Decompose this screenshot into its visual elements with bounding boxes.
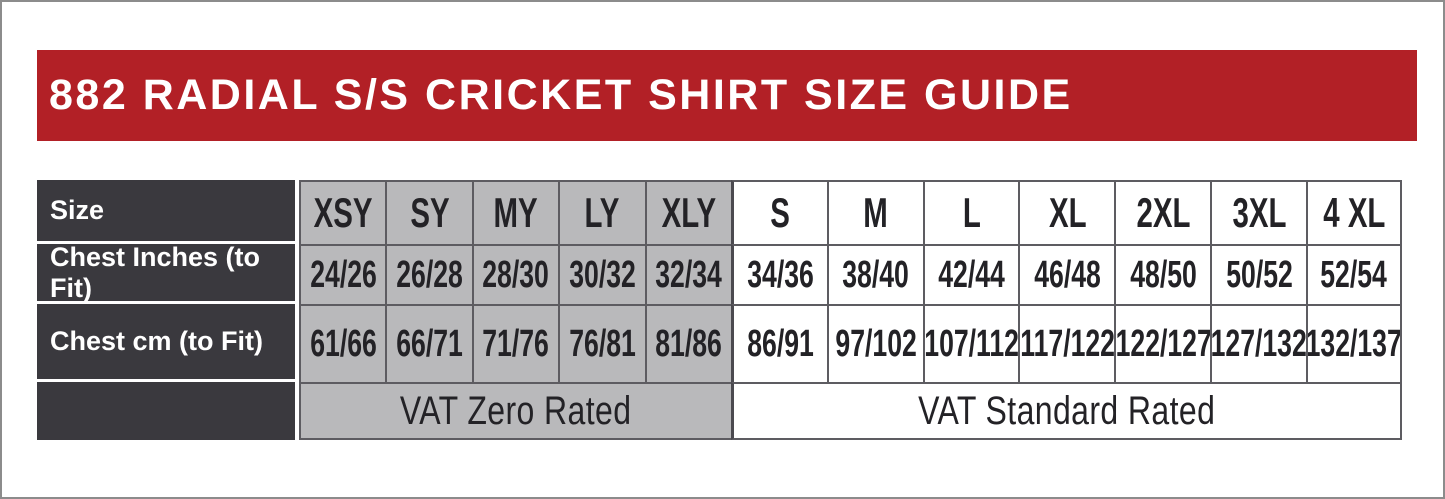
adult-size-header: S [730,180,827,244]
row-label-size: Size [37,180,295,244]
title-banner: 882 RADIAL S/S CRICKET SHIRT SIZE GUIDE [37,50,1417,141]
row-label-chest-cm: Chest cm (to Fit) [37,304,295,382]
youth-chest-cm-cell: 61/66 [299,304,386,382]
adult-chest-inches-cell: 42/44 [922,244,1019,304]
adult-chest-inches-cell: 50/52 [1210,244,1307,304]
column-gap [295,180,299,244]
youth-size-header: LY [558,180,645,244]
youth-size-header: MY [471,180,559,244]
adult-chest-cm-cell: 107/112 [922,304,1019,382]
youth-chest-cm-cell: 71/76 [471,304,559,382]
youth-chest-inches-cell: 28/30 [471,244,559,304]
vat-zero-rated-cell: VAT Zero Rated [299,382,731,440]
youth-chest-inches-cell: 24/26 [299,244,386,304]
adult-size-header: 4 XL [1306,180,1402,244]
column-gap [295,382,299,440]
youth-chest-inches-cell: 26/28 [385,244,472,304]
row-label-chest-inches: Chest Inches (to Fit) [37,244,295,304]
adult-chest-cm-cell: 117/122 [1018,304,1115,382]
adult-chest-cm-cell: 97/102 [826,304,923,382]
page-title: 882 RADIAL S/S CRICKET SHIRT SIZE GUIDE [49,71,1073,119]
youth-size-header: SY [385,180,472,244]
adult-chest-inches-cell: 34/36 [730,244,827,304]
youth-chest-inches-cell: 30/32 [558,244,645,304]
adult-chest-cm-cell: 122/127 [1114,304,1211,382]
adult-size-header: 2XL [1114,180,1211,244]
adult-size-header: 3XL [1210,180,1307,244]
youth-chest-cm-cell: 66/71 [385,304,472,382]
youth-size-header: XSY [299,180,386,244]
column-gap [295,244,299,304]
adult-chest-inches-cell: 52/54 [1306,244,1402,304]
youth-chest-inches-cell: 32/34 [644,244,731,304]
youth-chest-cm-cell: 76/81 [558,304,645,382]
adult-size-header: M [826,180,923,244]
adult-size-header: XL [1018,180,1115,244]
adult-chest-cm-cell: 127/132 [1210,304,1307,382]
adult-chest-cm-cell: 86/91 [730,304,827,382]
size-table: Size XSY SY MY LY XLY S M L XL 2XL 3XL 4… [37,180,1402,440]
row-label-vat-blank [37,382,295,440]
adult-chest-cm-cell: 132/137 [1306,304,1402,382]
adult-size-header: L [922,180,1019,244]
vat-standard-rated-cell: VAT Standard Rated [730,382,1402,440]
column-gap [295,304,299,382]
adult-chest-inches-cell: 46/48 [1018,244,1115,304]
adult-chest-inches-cell: 48/50 [1114,244,1211,304]
youth-size-header: XLY [644,180,731,244]
adult-chest-inches-cell: 38/40 [826,244,923,304]
youth-chest-cm-cell: 81/86 [644,304,731,382]
